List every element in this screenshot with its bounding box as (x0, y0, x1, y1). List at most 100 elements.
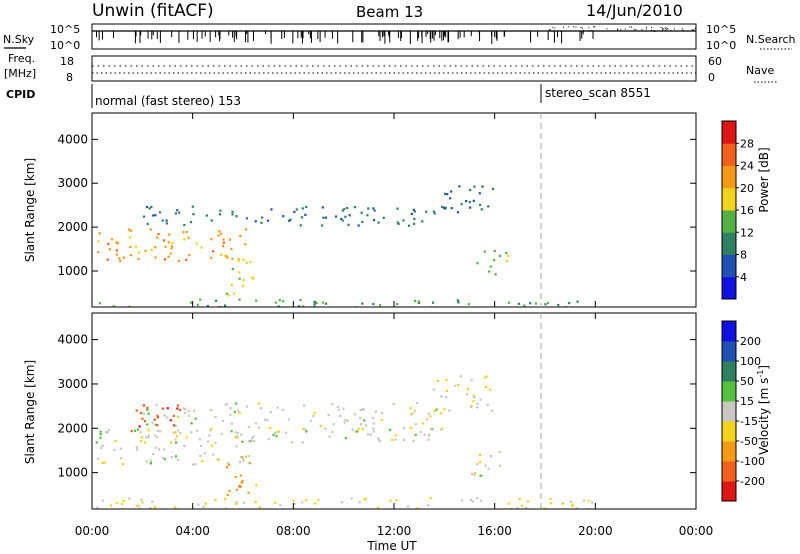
data-cell (144, 436, 148, 439)
colorbar-tick-label: 24 (740, 160, 754, 173)
data-cell (236, 436, 239, 439)
data-cell (210, 256, 213, 259)
data-cell (456, 211, 460, 214)
velocity-colorbar-label: Velocity [m s-1] (756, 365, 771, 455)
data-cell (313, 300, 316, 303)
data-cell (456, 299, 459, 302)
data-cell (182, 231, 185, 234)
data-cell (361, 302, 364, 305)
data-cell (479, 398, 482, 401)
colorbar-segment (722, 341, 736, 362)
data-cell (135, 505, 138, 508)
data-cell (284, 431, 288, 434)
data-cell (359, 409, 362, 412)
data-cell (150, 205, 153, 208)
data-cell (254, 500, 257, 503)
data-cell (403, 427, 406, 430)
data-cell (98, 232, 101, 235)
nave-bottom-tick: 0 (708, 71, 715, 84)
data-cell (219, 209, 222, 212)
data-cell (146, 222, 149, 226)
data-cell (107, 428, 111, 432)
data-cell (99, 430, 102, 433)
data-cell (156, 436, 159, 439)
colorbar-tick-label: -15 (740, 415, 758, 428)
data-cell (218, 213, 222, 216)
data-cell (163, 458, 166, 461)
data-cell (254, 422, 257, 425)
data-cell (214, 499, 217, 502)
colorbar-segment (722, 401, 736, 422)
data-cell (423, 433, 426, 436)
data-cell (377, 221, 380, 224)
data-cell (459, 375, 463, 378)
nsearch-dot (665, 29, 667, 31)
data-cell (471, 500, 475, 503)
power-y-axis: 1000 2000 3000 4000 (57, 132, 696, 278)
colorbar-tick-label: 200 (740, 335, 761, 348)
data-cell (161, 219, 164, 222)
data-cell (162, 456, 165, 460)
data-cell (163, 258, 167, 261)
nsearch-dot (593, 26, 595, 28)
data-cell (416, 507, 419, 509)
data-cell (220, 253, 223, 257)
colorbar-segment (722, 321, 736, 342)
data-cell (154, 446, 157, 449)
data-cell (185, 230, 188, 234)
data-cell (227, 294, 230, 297)
data-cell (339, 414, 342, 417)
data-cell (431, 301, 435, 304)
nsearch-dot (580, 26, 582, 28)
data-cell (397, 222, 400, 225)
data-cell (129, 254, 133, 257)
data-cell (106, 431, 109, 434)
data-cell (440, 428, 443, 431)
data-cell (158, 211, 162, 214)
data-cell (235, 502, 238, 506)
data-cell (157, 233, 160, 236)
data-cell (274, 301, 277, 304)
data-cell (454, 384, 457, 387)
data-cell (391, 438, 394, 441)
data-cell (174, 431, 177, 434)
colorbar-tick-label: 8 (740, 249, 747, 262)
data-cell (483, 250, 486, 253)
data-cell (257, 402, 260, 405)
data-cell (137, 257, 140, 260)
freq-label: Freq. (8, 52, 35, 65)
nsearch-dot (682, 29, 684, 31)
data-cell (234, 436, 237, 439)
nsearch-dot (624, 30, 626, 32)
data-cell (479, 461, 482, 464)
data-cell (165, 219, 168, 222)
data-cell (289, 218, 292, 221)
data-cell (104, 430, 108, 434)
data-cell (429, 415, 432, 418)
data-cell (242, 459, 245, 462)
data-cell (394, 434, 397, 437)
data-cell (358, 501, 361, 504)
colorbar-tick-label: -50 (740, 435, 758, 448)
data-cell (355, 430, 359, 433)
data-cell (441, 205, 444, 209)
data-cell (115, 241, 118, 244)
data-cell (223, 254, 227, 257)
freq-panel: Freq. [MHz] 18 8 60 0 Nave (4, 52, 778, 84)
data-cell (99, 432, 102, 436)
data-cell (119, 259, 122, 263)
data-cell (96, 457, 99, 460)
nsearch-dot (666, 28, 668, 30)
data-cell (177, 404, 180, 407)
data-cell (380, 419, 383, 422)
nsearch-dot (583, 29, 585, 31)
data-cell (170, 456, 173, 459)
data-cell (234, 431, 237, 434)
data-cell (331, 431, 334, 434)
x-tick-label: 00:00 (75, 524, 110, 538)
velocity-ylabel: Slant Range [km] (23, 360, 37, 464)
data-cell (176, 209, 179, 212)
data-cell (218, 230, 221, 233)
data-cell (223, 304, 227, 307)
